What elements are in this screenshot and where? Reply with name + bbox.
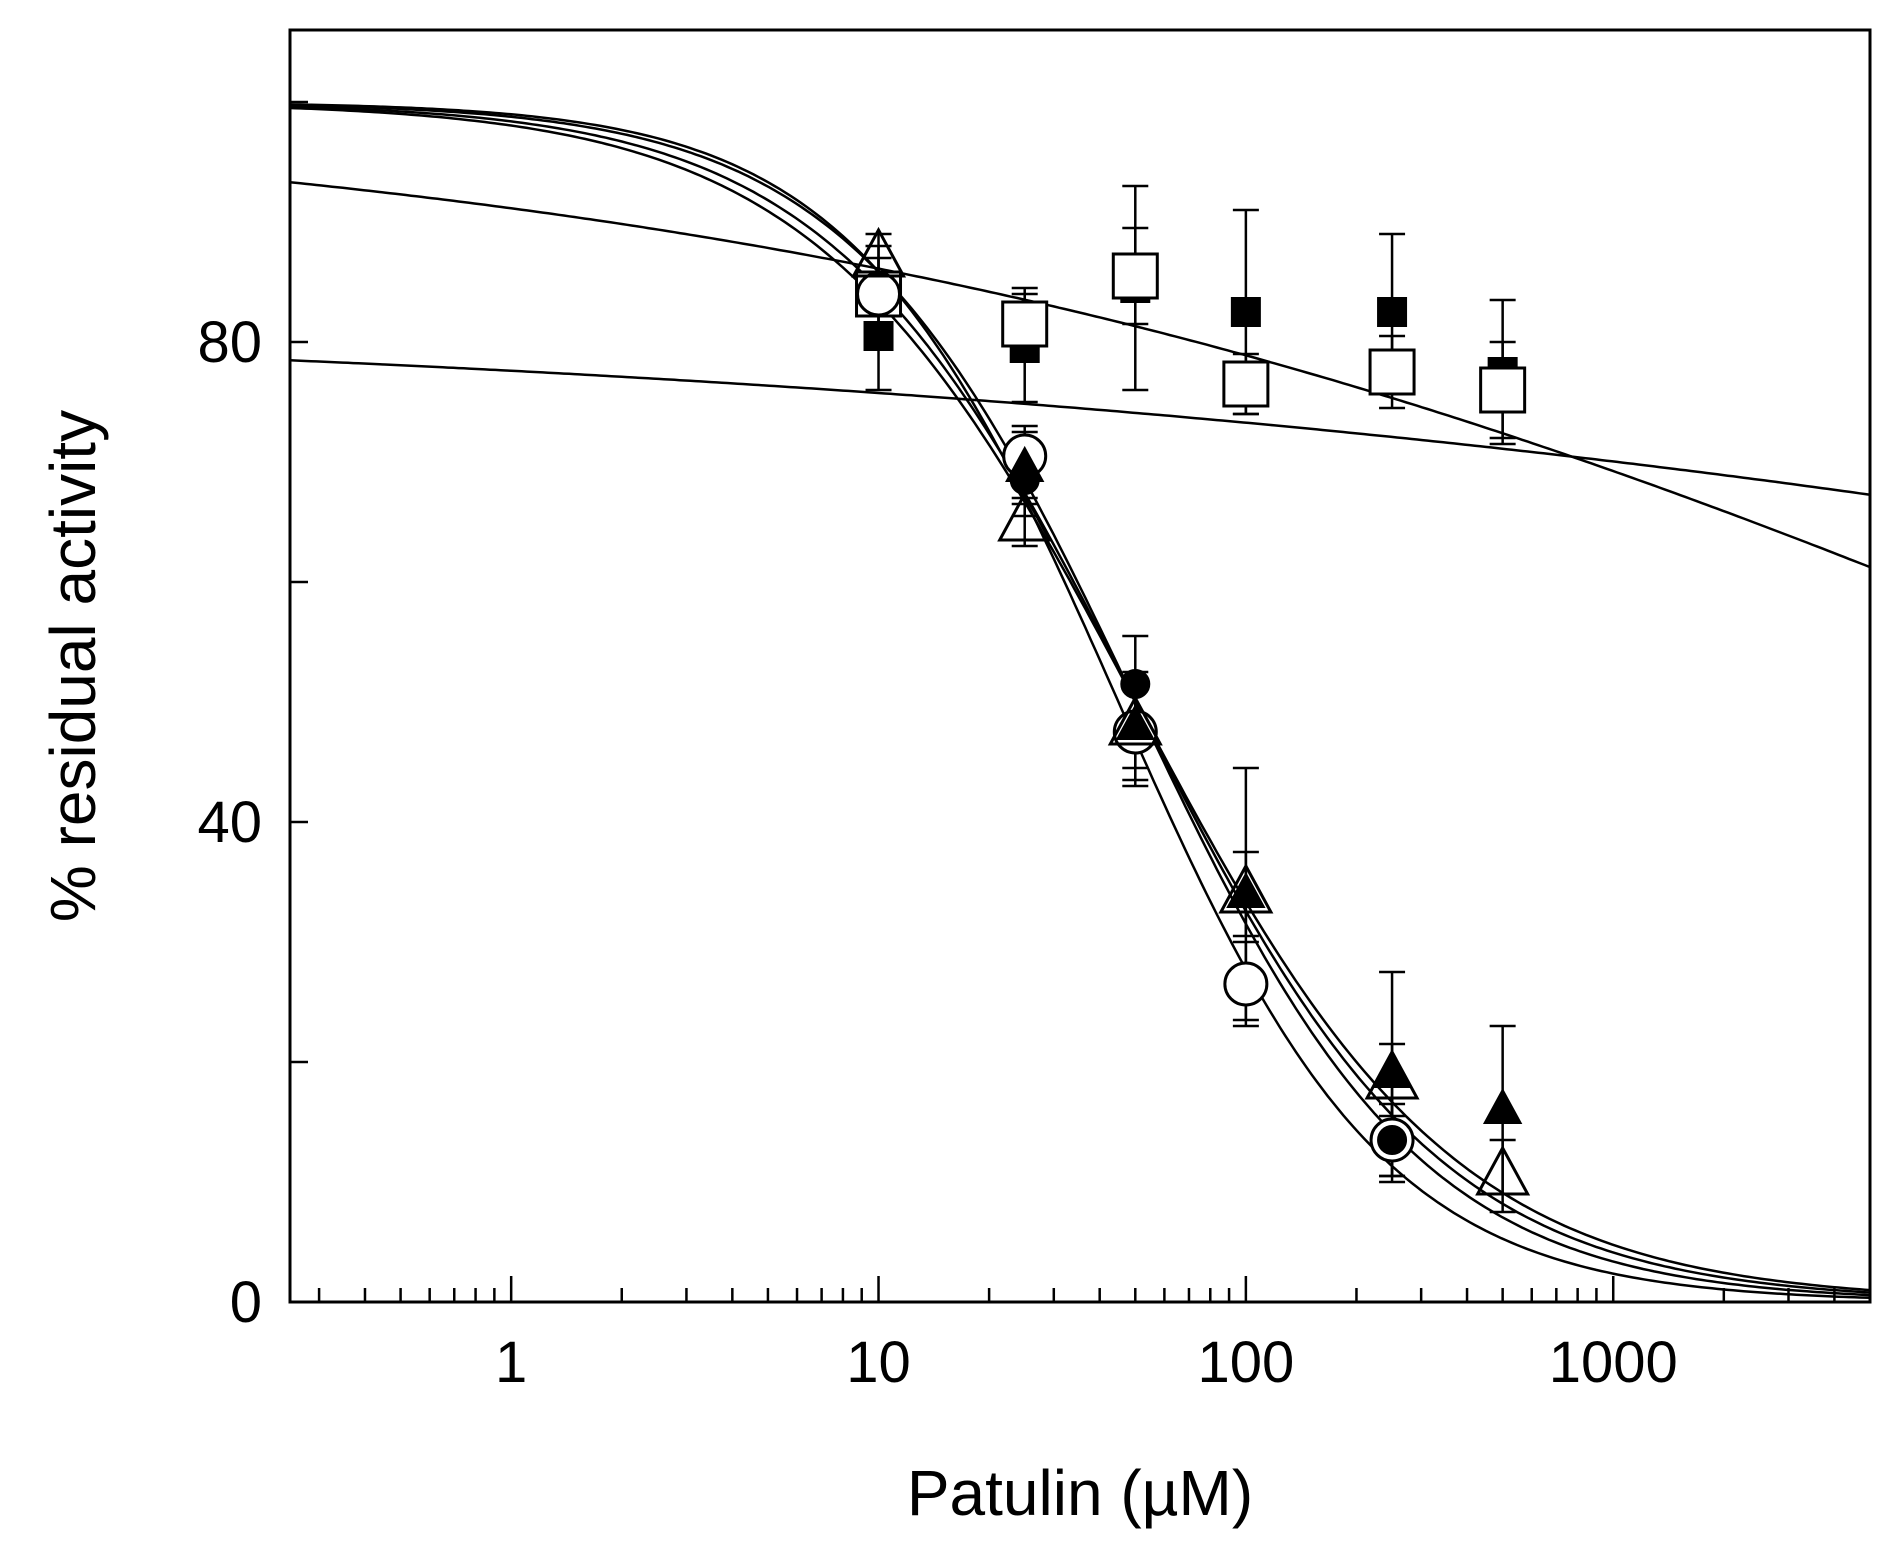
x-tick-label: 10 <box>846 1330 911 1395</box>
square-filled-marker <box>863 321 894 351</box>
triangle-filled-marker <box>1115 703 1155 740</box>
triangle-filled-marker <box>1482 1087 1523 1124</box>
square-open-marker <box>1368 348 1416 396</box>
square-open-marker <box>1111 252 1159 300</box>
fit-curve <box>289 359 1871 496</box>
triangle-filled-marker <box>1226 871 1266 908</box>
x-ticks: 1 10 100 1000 <box>317 1276 1872 1395</box>
fit-curve <box>289 105 1871 1294</box>
square-filled-marker <box>1230 297 1261 327</box>
plot-frame <box>288 28 1872 1304</box>
square-open-marker <box>1001 300 1049 348</box>
error-bar <box>1011 496 1038 548</box>
square-open-marker <box>1479 366 1527 414</box>
circle-filled-marker <box>1377 1125 1408 1155</box>
x-tick-label: 100 <box>1197 1330 1294 1395</box>
fit-curve <box>289 103 1871 1297</box>
triangle-open-marker <box>1364 1048 1420 1100</box>
y-tick-label: 40 <box>197 790 262 855</box>
triangle-open-marker <box>997 490 1053 542</box>
x-tick-label: 1000 <box>1549 1330 1678 1395</box>
fit-curve <box>289 103 1871 1300</box>
error-bar <box>1489 1138 1516 1214</box>
triangle-filled-marker <box>1005 445 1045 482</box>
triangle-open-marker <box>1475 1144 1531 1196</box>
circle-open-marker <box>1223 961 1269 1007</box>
fit-curve <box>289 180 1871 569</box>
circle-open-marker <box>856 271 902 317</box>
triangle-open-marker <box>1107 694 1163 746</box>
triangle-open-marker <box>1218 862 1274 914</box>
y-tick-label: 0 <box>230 1270 262 1335</box>
circle-filled-marker <box>1120 669 1151 699</box>
square-open-marker <box>1222 360 1270 408</box>
axes <box>288 28 1872 1304</box>
fit-curve <box>289 106 1871 1292</box>
x-axis-title: Patulin (µM) <box>907 1457 1253 1529</box>
data-markers <box>851 226 1531 1196</box>
square-filled-marker <box>1377 297 1408 327</box>
fit-curves <box>289 103 1871 1300</box>
y-ticks: 0 40 80 <box>197 100 308 1335</box>
x-tick-label: 1 <box>495 1330 527 1395</box>
y-tick-label: 80 <box>197 310 262 375</box>
y-axis-title: % residual activity <box>37 410 109 922</box>
triangle-open-marker <box>851 226 907 278</box>
